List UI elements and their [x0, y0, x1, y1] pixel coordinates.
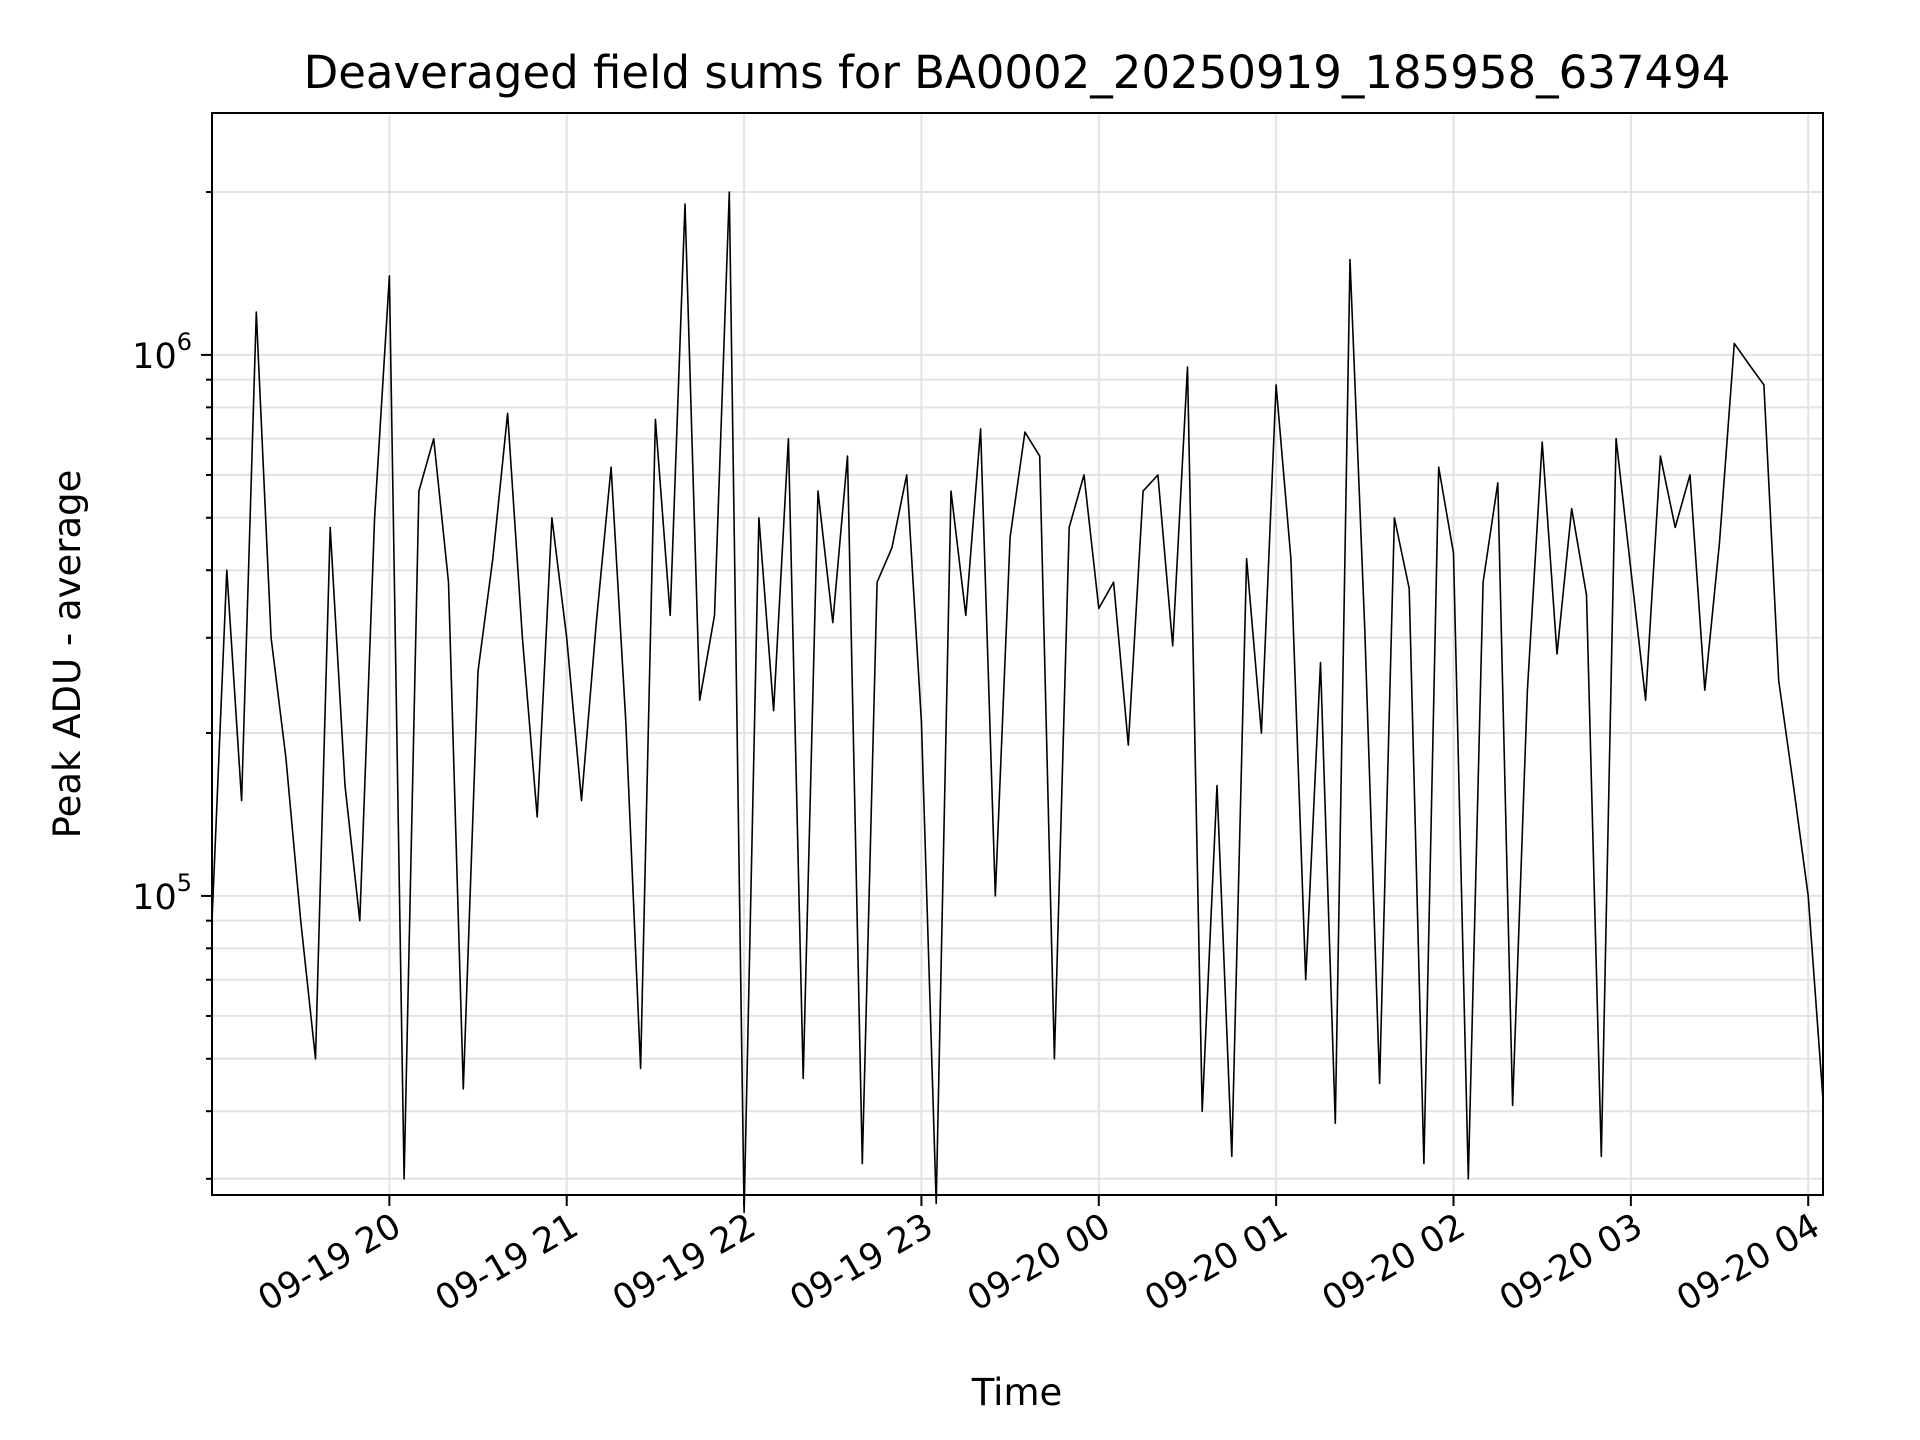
- plot-frame: [211, 112, 1824, 1196]
- x-tick-label: 09-19 23: [784, 1206, 940, 1319]
- y-tick-exponent: 6: [177, 328, 192, 356]
- y-tick-base: 10: [132, 878, 177, 918]
- x-tick-label: 09-19 21: [429, 1206, 585, 1319]
- x-tick-label: 09-19 22: [606, 1206, 762, 1319]
- y-axis-label: Peak ADU - average: [46, 470, 89, 839]
- y-tick-base: 10: [132, 337, 177, 377]
- y-tick-exponent: 5: [177, 869, 192, 897]
- x-axis: 09-19 20 09-19 21 09-19 22 09-19 23 09-20 00…: [252, 1195, 1827, 1319]
- data-series: [211, 191, 1824, 1214]
- x-axis-label: Time: [971, 1371, 1063, 1414]
- x-tick-label: 09-20 00: [961, 1206, 1117, 1319]
- x-tick-label: 09-20 04: [1670, 1206, 1826, 1319]
- chart-title: Deaveraged field sums for BA0002_2025091…: [304, 46, 1731, 99]
- x-tick-label: 09-19 20: [252, 1206, 408, 1319]
- series-line: [211, 191, 1824, 1214]
- x-tick-label: 09-20 02: [1316, 1206, 1472, 1319]
- y-tick-label: 105: [132, 869, 192, 918]
- grid-lines: [212, 113, 1823, 1195]
- x-tick-label: 09-20 03: [1493, 1206, 1649, 1319]
- y-tick-label: 106: [132, 328, 192, 377]
- x-tick-label: 09-20 01: [1138, 1206, 1294, 1319]
